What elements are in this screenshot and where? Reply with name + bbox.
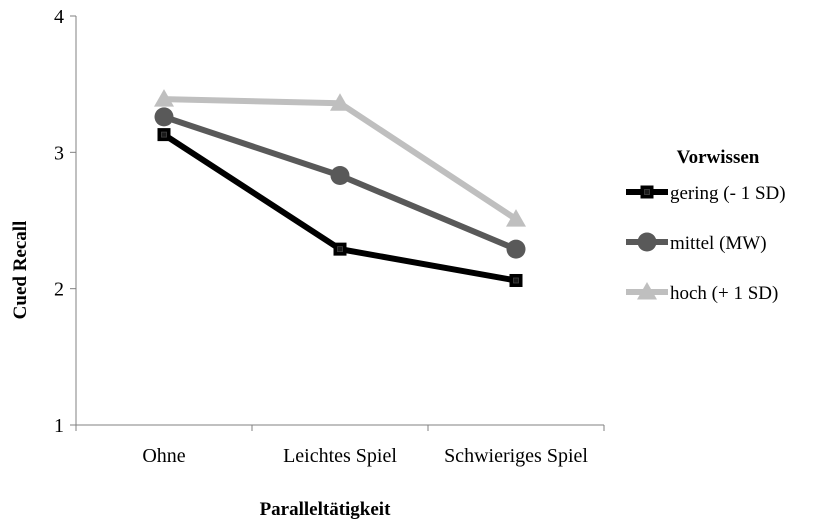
data-point-circle — [154, 107, 174, 127]
series-group — [154, 107, 526, 259]
x-tick-label: Leichtes Spiel — [283, 445, 397, 467]
legend-marker-circle — [637, 232, 657, 252]
data-point-triangle — [330, 93, 350, 111]
y-axis-title: Cued Recall — [10, 221, 31, 320]
legend-marker-triangle — [637, 282, 657, 300]
x-tick-label: Ohne — [142, 445, 185, 467]
legend-label: hoch (+ 1 SD) — [670, 283, 778, 304]
series-line — [163, 96, 518, 222]
series-group — [154, 89, 526, 227]
series-line — [162, 132, 517, 284]
x-axis-title: Paralleltätigkeit — [260, 499, 392, 520]
y-tick-labels: 1 2 3 4 — [54, 6, 64, 437]
x-tick-label: Schwieriges Spiel — [444, 445, 588, 467]
data-point-circle — [506, 239, 526, 259]
legend-item: mittel (MW) — [626, 232, 767, 254]
data-series — [154, 89, 526, 287]
data-point-square-inner — [513, 277, 519, 284]
data-point-square-inner — [161, 131, 167, 138]
y-tick-label: 2 — [54, 279, 64, 301]
legend: Vorwissen gering (- 1 SD) mittel (MW) hoch… — [626, 147, 786, 304]
y-tick-label: 1 — [54, 415, 64, 437]
legend-marker-square-inner — [644, 189, 650, 195]
y-tick-label: 4 — [54, 6, 64, 28]
data-point-triangle — [506, 209, 526, 227]
data-point-circle — [330, 166, 350, 186]
series-group — [157, 128, 523, 287]
data-point-square-inner — [337, 246, 343, 253]
legend-label: gering (- 1 SD) — [670, 183, 786, 204]
chart-axes — [70, 15, 605, 431]
legend-title: Vorwissen — [677, 147, 760, 168]
y-tick-label: 3 — [54, 142, 64, 164]
legend-item: gering (- 1 SD) — [626, 183, 786, 204]
data-point-triangle — [154, 89, 174, 107]
legend-label: mittel (MW) — [670, 233, 767, 254]
x-tick-labels: Ohne Leichtes Spiel Schwieriges Spiel — [142, 445, 588, 467]
legend-item: hoch (+ 1 SD) — [626, 282, 778, 304]
